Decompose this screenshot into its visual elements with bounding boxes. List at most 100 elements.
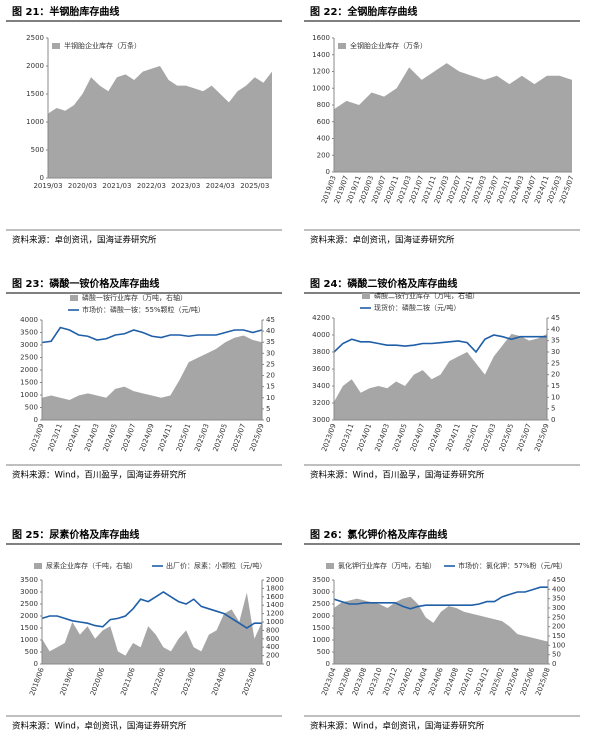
legend-label: 半钢胎企业库存（万条）: [64, 41, 141, 50]
x-tick-label: 2025/06: [241, 666, 259, 697]
x-tick-label: 2025/05: [212, 423, 229, 453]
x-tick-label: 2020/03: [68, 182, 97, 190]
y-tick-label: 0: [34, 660, 38, 668]
legend-label: 尿素企业库存（千吨，右轴）: [46, 561, 137, 570]
y-tick-label: 3500: [20, 329, 38, 337]
x-tick-label: 2024/07: [409, 423, 426, 453]
y2-tick-label: 35: [266, 338, 275, 346]
x-tick-label: 2023/12: [381, 667, 398, 697]
y2-tick-label: 35: [551, 337, 560, 345]
x-tick-label: 2025/01: [175, 423, 192, 453]
x-tick-label: 2024/03: [374, 423, 391, 453]
x-tick-label: 2024/09: [138, 423, 155, 453]
y-tick-label: 3000: [20, 341, 38, 349]
x-tick-label: 2025/03: [193, 423, 210, 453]
x-tick-label: 2021/03: [102, 182, 131, 190]
y2-tick-label: 1400: [266, 601, 284, 609]
y-tick-label: 3800: [312, 348, 330, 356]
y2-tick-label: 45: [266, 316, 275, 324]
y-tick-label: 1600: [312, 34, 330, 42]
y2-tick-label: 1600: [266, 593, 284, 601]
y2-tick-label: 45: [551, 314, 560, 322]
x-tick-label: 2023/08: [351, 667, 368, 697]
figure-title: 图 25：尿素价格及库存曲线: [12, 528, 139, 541]
source-note: 资料来源：Wind，百川盈孚，国海证券研究所: [310, 470, 485, 481]
legend-label: 全钢胎企业库存（万条）: [350, 41, 427, 50]
y2-tick-label: 50: [552, 651, 561, 659]
y2-tick-label: 15: [551, 382, 560, 390]
y2-tick-label: 10: [266, 394, 275, 402]
x-tick-label: 2023/09: [320, 423, 337, 453]
y2-tick-label: 15: [266, 383, 275, 391]
x-tick-label: 2024/07: [120, 423, 137, 453]
y-tick-label: 1000: [312, 84, 330, 92]
y2-tick-label: 0: [551, 416, 555, 424]
y-tick-label: 1000: [20, 391, 38, 399]
source-note: 资料来源：Wind，卓创资讯，国海证券研究所: [12, 721, 187, 732]
line-series: [333, 586, 548, 610]
x-tick-label: 2023/06: [180, 666, 198, 697]
y-tick-label: 500: [25, 648, 38, 656]
y2-tick-label: 0: [552, 660, 556, 668]
y2-tick-label: 800: [266, 626, 279, 634]
x-tick-label: 2025/08: [534, 667, 551, 697]
y-tick-label: 1500: [20, 624, 38, 632]
area-series: [48, 66, 272, 178]
y-tick-label: 1500: [26, 90, 44, 98]
figure-title: 图 23：磷酸一铵价格及库存曲线: [12, 277, 159, 290]
y-tick-label: 0: [34, 416, 38, 424]
y2-tick-label: 40: [551, 325, 560, 333]
y-tick-label: 2500: [20, 600, 38, 608]
x-tick-label: 2023/10: [366, 667, 383, 697]
y-tick-label: 0: [326, 660, 330, 668]
y-tick-label: 1400: [312, 51, 330, 59]
y-tick-label: 400: [317, 135, 330, 143]
y2-tick-label: 600: [266, 635, 279, 643]
y2-tick-label: 1800: [266, 584, 284, 592]
y2-tick-label: 1200: [266, 610, 284, 618]
y2-tick-label: 0: [266, 416, 270, 424]
area-series: [42, 592, 262, 664]
y-tick-label: 600: [317, 118, 330, 126]
y-tick-label: 1200: [312, 68, 330, 76]
y-tick-label: 500: [25, 404, 38, 412]
x-tick-label: 2024/01: [356, 423, 373, 453]
y2-tick-label: 25: [266, 360, 275, 368]
line-series: [41, 591, 262, 629]
y-tick-label: 3000: [312, 416, 330, 424]
y-tick-label: 3200: [312, 399, 330, 407]
y2-tick-label: 30: [266, 349, 275, 357]
y-tick-label: 1000: [20, 636, 38, 644]
x-tick-label: 2024/12: [473, 667, 490, 697]
y2-tick-label: 20: [551, 371, 560, 379]
legend-label: 出厂价：尿素：小颗粒（元/吨）: [166, 561, 266, 570]
figure-title: 图 24：磷酸二铵价格及库存曲线: [310, 277, 457, 290]
x-tick-label: 2022/03: [137, 182, 166, 190]
y-tick-label: 2500: [312, 600, 330, 608]
y-tick-label: 3000: [312, 588, 330, 596]
legend-label: 磷酸二铵行业库存（万吨，右轴）: [374, 291, 479, 300]
y2-tick-label: 5: [551, 405, 555, 413]
legend-label: 市场价：氯化钾：57%粉（元/吨）: [458, 561, 567, 570]
source-note: 资料来源：卓创资讯，国海证券研究所: [310, 235, 455, 246]
y2-tick-label: 20: [266, 372, 275, 380]
x-tick-label: 2024/05: [391, 423, 408, 453]
source-note: 资料来源：Wind，卓创资讯，国海证券研究所: [310, 721, 485, 732]
y-tick-label: 3000: [20, 588, 38, 596]
y2-tick-label: 300: [552, 604, 565, 612]
x-tick-label: 2021/06: [119, 666, 137, 697]
y-tick-label: 800: [317, 101, 330, 109]
figure-title: 图 26：氯化钾价格及库存曲线: [310, 528, 447, 541]
y2-tick-label: 25: [551, 359, 560, 367]
x-tick-label: 2019/06: [59, 666, 77, 697]
area-series: [334, 333, 547, 420]
x-tick-label: 2024/06: [210, 666, 228, 697]
y-tick-label: 2000: [20, 366, 38, 374]
y2-tick-label: 350: [552, 595, 565, 603]
legend-label: 市场价：磷酸一铵：55%颗粒（元/吨）: [82, 305, 205, 314]
x-tick-label: 2023/03: [171, 182, 200, 190]
y-tick-label: 2000: [312, 612, 330, 620]
x-tick-label: 2023/11: [47, 423, 64, 453]
y2-tick-label: 450: [552, 576, 565, 584]
